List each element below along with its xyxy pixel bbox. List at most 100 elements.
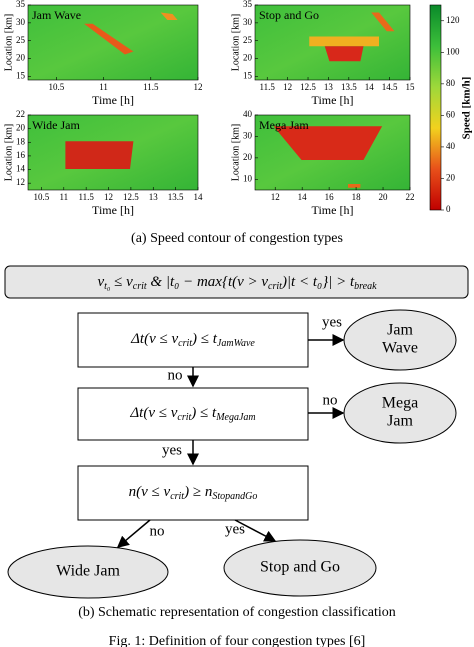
condition-box — [4, 265, 469, 299]
y-tick-label: 12 — [16, 177, 25, 187]
y-axis-label: Location [km] — [3, 124, 14, 181]
y-axis-label: Location [km] — [3, 14, 14, 71]
colorbar-tick-label: 20 — [446, 173, 456, 183]
outcome-label: Jam — [387, 413, 413, 430]
y-tick-label: 10 — [243, 173, 253, 183]
figure-caption: Fig. 1: Definition of four congestion ty… — [109, 634, 366, 647]
subscript: break — [354, 281, 377, 292]
y-tick-label: 25 — [16, 35, 26, 45]
panel-title: Mega Jam — [259, 118, 309, 132]
x-tick-label: 22 — [406, 192, 415, 202]
y-tick-label: 30 — [243, 130, 253, 140]
x-tick-label: 14 — [194, 192, 204, 202]
y-tick-label: 18 — [16, 136, 26, 146]
x-tick-label: 11 — [59, 192, 68, 202]
decision: Δt(v ≤ vcrit) ≤ tJamWave — [130, 331, 255, 349]
y-tick-label: 35 — [243, 0, 253, 9]
math-text: )|t < t₀}| > t — [281, 274, 355, 290]
colorbar-tick-label: 100 — [446, 46, 460, 56]
y-axis-label: Location [km] — [230, 14, 241, 71]
x-tick-label: 10.5 — [48, 82, 64, 92]
congestion-area — [309, 36, 379, 47]
y-tick-label: 30 — [16, 17, 26, 27]
x-tick-label: 11.5 — [260, 82, 276, 92]
arrow — [116, 519, 151, 548]
math-text: v — [97, 274, 104, 290]
edge-label: no — [150, 523, 165, 539]
subscript: crit — [170, 491, 184, 502]
x-tick-label: 13 — [324, 82, 334, 92]
edge-label: yes — [162, 442, 182, 458]
x-axis-label: Time [h] — [92, 203, 134, 217]
subscript: JamWave — [217, 338, 256, 349]
y-tick-label: 20 — [16, 53, 26, 63]
condition: vt₀ ≤ vcrit & |t₀ − max{t(v > vcrit)|t <… — [97, 274, 377, 292]
decision: Δt(v ≤ vcrit) ≤ tMegaJam — [129, 405, 255, 423]
congestion-area — [371, 12, 395, 32]
y-tick-label: 14 — [16, 164, 26, 174]
colorbar-label: Speed [km/h] — [461, 77, 473, 140]
congestion-area — [324, 46, 364, 62]
edge-label: yes — [225, 521, 245, 537]
x-tick-label: 15 — [406, 82, 416, 92]
x-tick-label: 13.5 — [168, 192, 184, 202]
panel-title: Wide Jam — [32, 118, 81, 132]
x-tick-label: 11.5 — [143, 82, 159, 92]
subscript: MegaJam — [215, 412, 255, 423]
x-tick-label: 16 — [325, 192, 335, 202]
panel-title: Stop and Go — [259, 8, 319, 22]
x-tick-label: 12.5 — [300, 82, 316, 92]
x-tick-label: 14.5 — [382, 82, 398, 92]
x-tick-label: 13 — [149, 192, 159, 202]
outcome-label: Stop and Go — [260, 559, 340, 576]
y-tick-label: 20 — [243, 152, 253, 162]
y-tick-label: 15 — [243, 70, 253, 80]
y-tick-label: 16 — [16, 150, 26, 160]
x-tick-label: 20 — [379, 192, 389, 202]
edge-label: no — [323, 392, 338, 408]
subscript: crit — [133, 281, 147, 292]
decision-box — [77, 312, 309, 368]
decision: n(v ≤ vcrit) ≥ nStopandGo — [129, 484, 258, 502]
x-tick-label: 12 — [194, 82, 203, 92]
subscript: t₀ — [104, 281, 111, 292]
outcome — [223, 539, 377, 597]
subscript: crit — [177, 412, 191, 423]
y-tick-label: 35 — [16, 0, 26, 9]
x-axis-label: Time [h] — [312, 93, 354, 107]
congestion-area — [160, 12, 178, 20]
panel-title: Jam Wave — [32, 8, 81, 22]
math-text: & |t₀ − max{t(v > v — [147, 274, 269, 290]
outcome-label: Jam — [387, 322, 413, 339]
colorbar-tick-label: 80 — [446, 78, 456, 88]
caption-b: (b) Schematic representation of congesti… — [78, 605, 396, 620]
colorbar-tick-label: 60 — [446, 109, 456, 119]
y-tick-label: 30 — [243, 17, 253, 27]
outcome-label: Mega — [382, 395, 418, 412]
x-tick-label: 10.5 — [34, 192, 50, 202]
x-tick-label: 13.5 — [341, 82, 357, 92]
edge-label: yes — [322, 314, 342, 330]
math-text: ) ≤ t — [190, 405, 217, 421]
colorbar-tick-label: 0 — [446, 204, 451, 214]
math-text: Δt(v ≤ v — [129, 405, 177, 421]
arrow — [234, 519, 277, 542]
x-tick-label: 12.5 — [123, 192, 139, 202]
y-tick-label: 25 — [243, 35, 253, 45]
y-tick-label: 15 — [16, 70, 26, 80]
congestion-area — [273, 126, 383, 160]
outcome — [7, 545, 169, 599]
x-tick-label: 12 — [271, 192, 280, 202]
edge-label: no — [168, 367, 183, 383]
math-text: ) ≥ n — [183, 484, 212, 500]
x-tick-label: 18 — [352, 192, 362, 202]
y-tick-label: 22 — [16, 109, 25, 119]
colorbar — [429, 4, 442, 211]
math-text: Δt(v ≤ v — [130, 331, 178, 347]
colorbar-tick-label: 120 — [446, 15, 460, 25]
x-tick-label: 11.5 — [78, 192, 94, 202]
x-tick-label: 12 — [283, 82, 292, 92]
congestion-area — [84, 23, 134, 55]
math-text: ) ≤ t — [191, 331, 218, 347]
decision-box — [77, 465, 309, 521]
